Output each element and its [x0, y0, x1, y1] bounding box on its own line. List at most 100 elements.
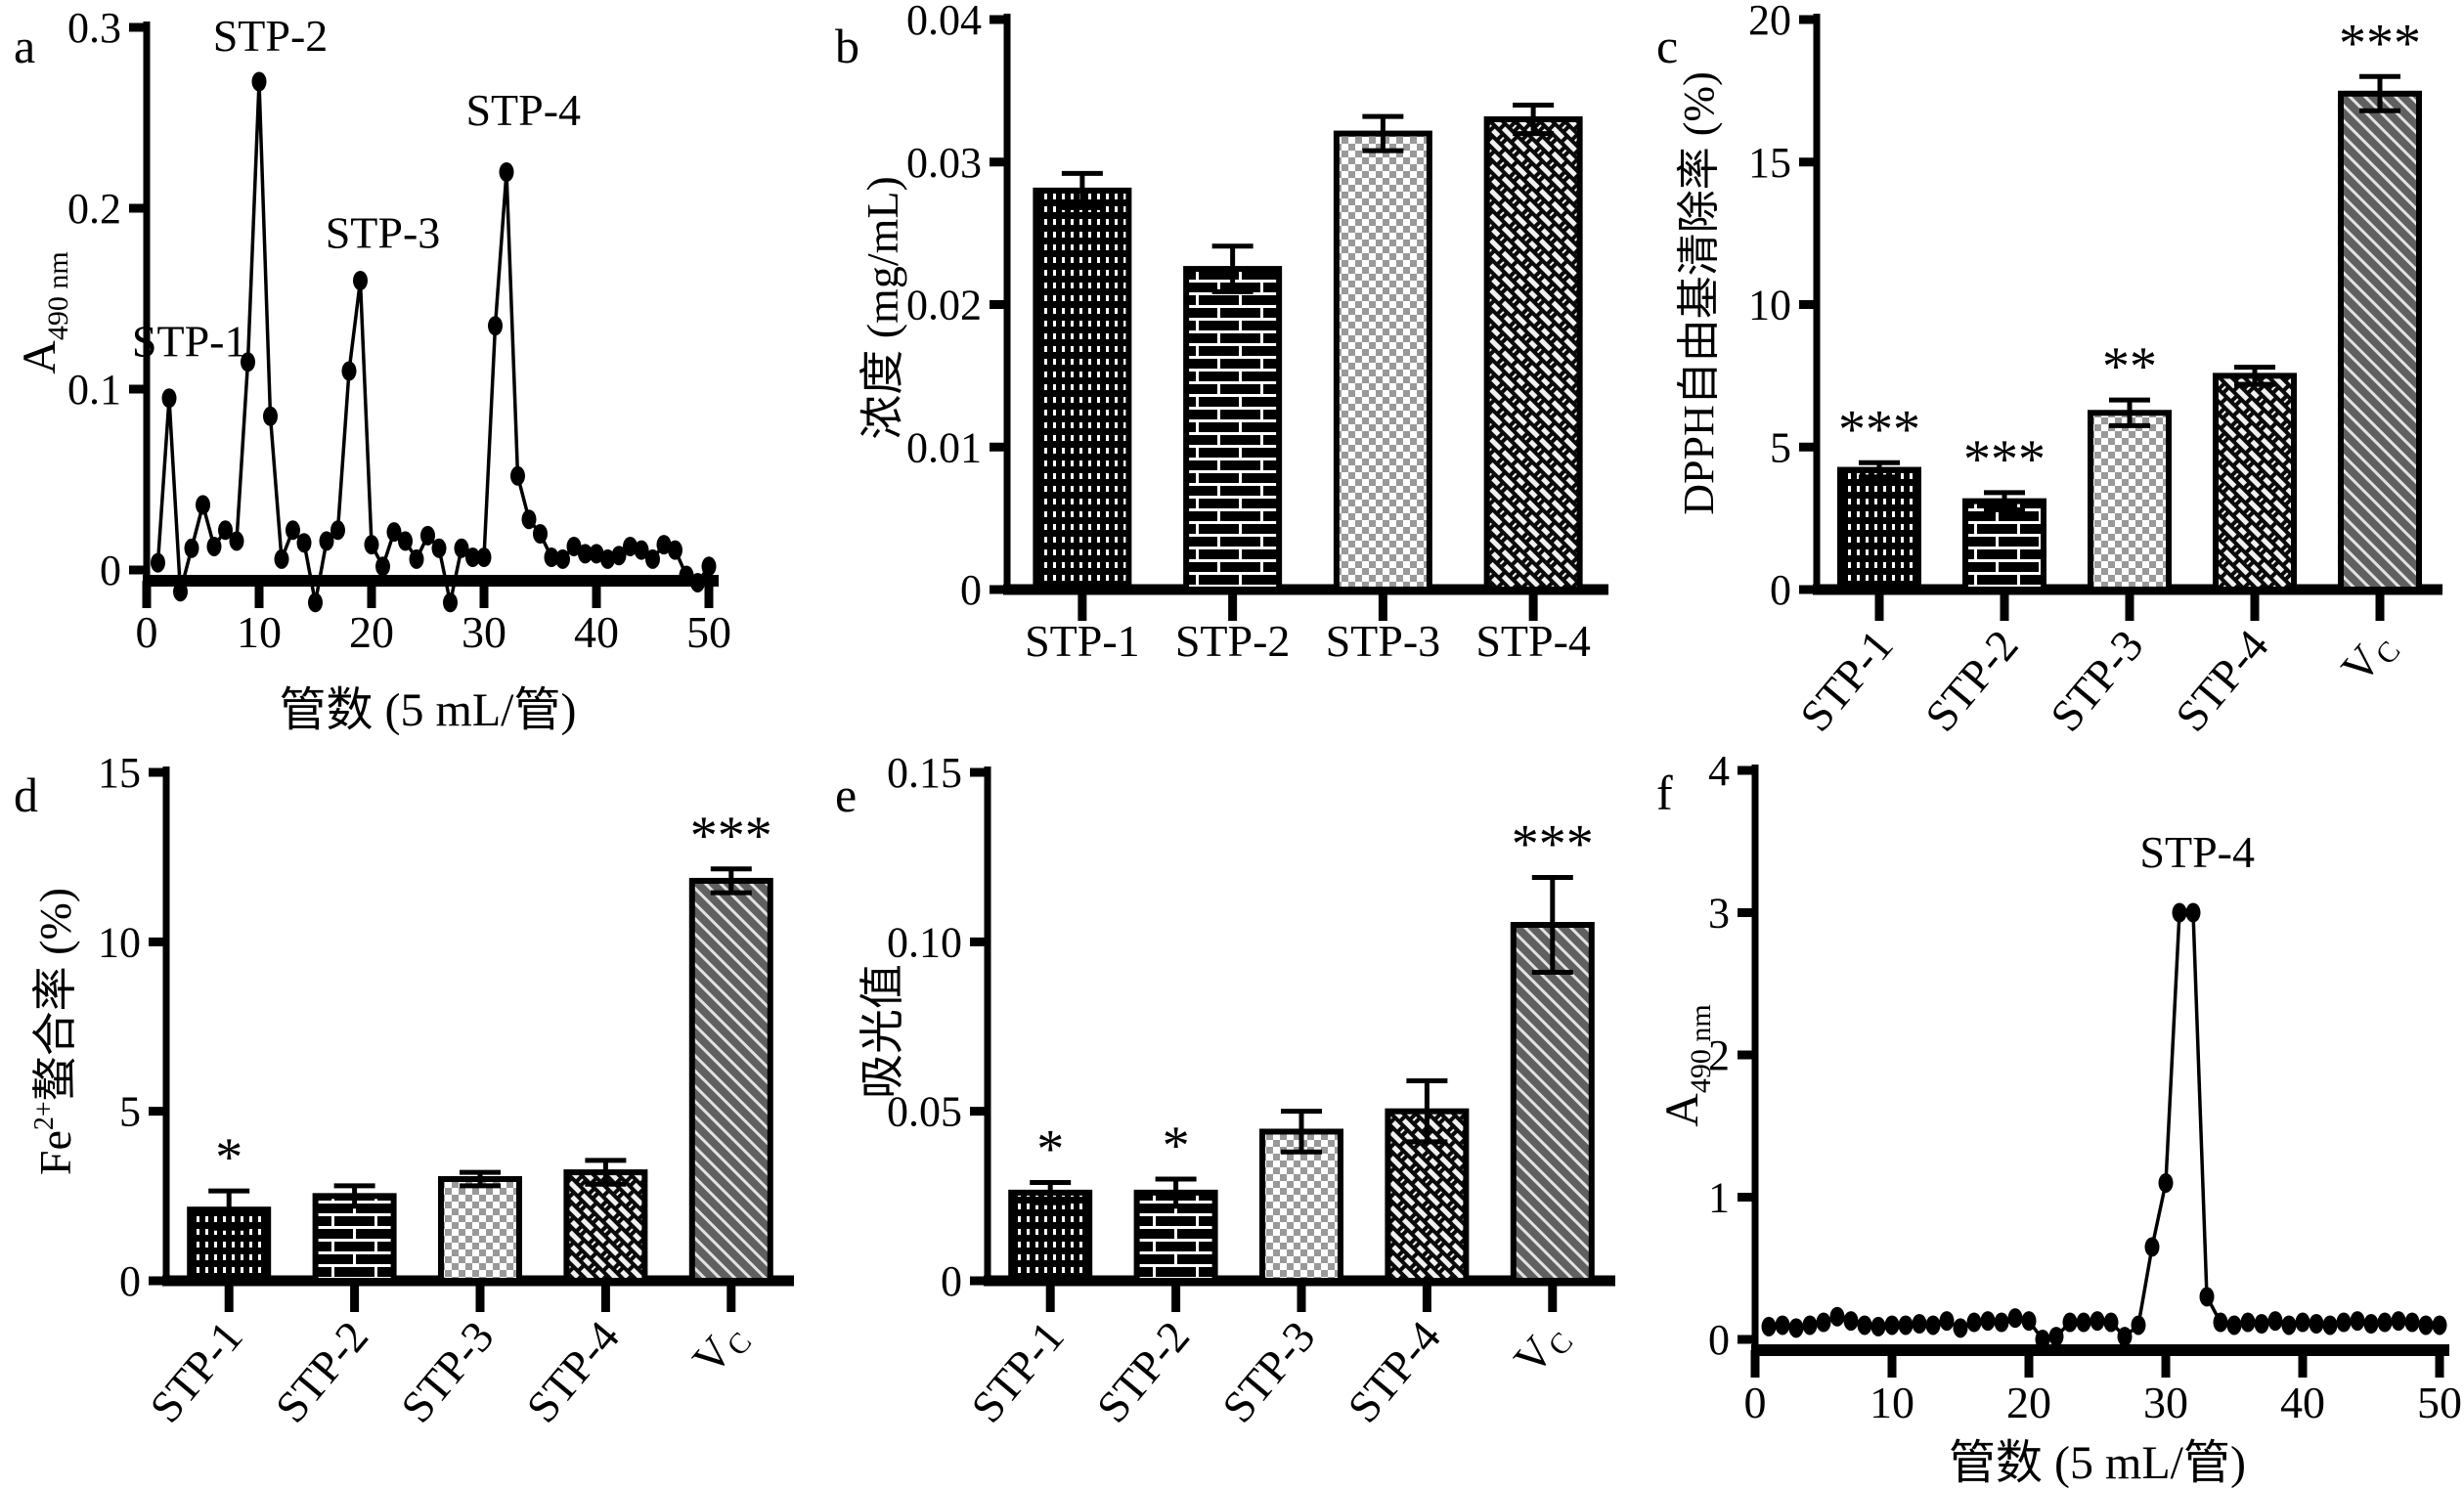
data-point — [701, 556, 717, 577]
data-point — [679, 565, 694, 586]
x-tick-label: 0 — [136, 607, 158, 657]
y-axis-title: 吸光值 — [858, 964, 907, 1099]
panel-tag-b: b — [835, 19, 859, 73]
data-point — [2254, 1313, 2269, 1334]
data-point — [286, 520, 300, 541]
data-point — [2240, 1312, 2256, 1333]
y-tick-label: 0.02 — [906, 282, 982, 329]
bar-STP-4 — [2213, 372, 2297, 592]
svg-text:A490 nm: A490 nm — [14, 251, 74, 374]
data-point — [386, 522, 402, 543]
data-point — [2350, 1311, 2365, 1332]
data-point — [431, 538, 447, 558]
x-axis-title: 管数 (5 mL/管) — [280, 684, 577, 736]
data-point — [161, 388, 177, 409]
panel-d: 0 5 10 15 * STP-1 STP-2 STP-3 STP-4 *** VC Fe2+螯合率 … — [0, 743, 821, 1489]
bar-STP-2 — [312, 1193, 397, 1285]
data-point — [1953, 1318, 1968, 1338]
category-label: STP-1 — [1025, 616, 1140, 666]
data-point — [690, 572, 705, 592]
data-point — [274, 548, 289, 569]
y-axis-title: Fe2+螯合率 (%) — [29, 888, 80, 1175]
data-point — [206, 536, 222, 556]
peak-label-STP-1: STP-1 — [132, 317, 247, 367]
y-tick-label: 0.04 — [906, 0, 982, 44]
data-point — [151, 552, 165, 573]
significance-stars: *** — [690, 806, 772, 866]
x-tick-label: 30 — [462, 607, 506, 657]
data-point — [544, 547, 559, 568]
category-label: STP-1 — [1790, 621, 1903, 741]
data-point — [2281, 1315, 2297, 1336]
peak-label-STP-4: STP-4 — [465, 85, 581, 135]
data-point — [319, 531, 334, 551]
data-point — [2062, 1312, 2078, 1333]
y-axis-title: A490 nm — [1656, 1004, 1717, 1127]
y-tick-label: 0 — [1708, 1316, 1730, 1364]
y-tick-label: 0.1 — [67, 366, 121, 414]
panel-f: 0 1 2 3 4 0 10 20 30 40 50 管数 (5 mL/管) STP-4 A490 nm f — [1643, 743, 2464, 1489]
x-tick-label: 0 — [1744, 1378, 1767, 1427]
data-point — [263, 406, 278, 426]
y-tick-label: 0 — [941, 1257, 962, 1305]
x-tick-label: 10 — [1870, 1378, 1914, 1427]
data-point — [1775, 1315, 1790, 1336]
bar-STP-2 — [1183, 266, 1283, 592]
svg-text:VC: VC — [682, 1312, 758, 1387]
y-tick-label: 10 — [98, 918, 141, 966]
y-tick-label: 4 — [1708, 747, 1730, 795]
category-label: STP-4 — [2166, 621, 2278, 741]
y-tick-label: 0 — [1770, 566, 1791, 614]
data-point — [2226, 1315, 2242, 1336]
significance-stars: ** — [2102, 336, 2157, 397]
data-point — [656, 535, 672, 555]
data-point — [2076, 1312, 2091, 1333]
data-point — [2267, 1311, 2283, 1332]
bar-STP-1 — [1033, 187, 1132, 592]
data-point — [341, 361, 357, 381]
bar-STP-3 — [438, 1176, 522, 1284]
x-tick-label: 20 — [349, 607, 394, 657]
svg-text:吸光值: 吸光值 — [858, 964, 907, 1099]
data-point — [251, 71, 267, 92]
category-label: VC — [1504, 1312, 1579, 1387]
svg-text:VC: VC — [2331, 621, 2406, 696]
y-tick-label: 0.2 — [67, 185, 121, 233]
data-point — [1898, 1315, 1914, 1336]
category-label: STP-2 — [266, 1312, 378, 1432]
bar-VC — [688, 877, 773, 1285]
data-point — [510, 465, 525, 486]
data-point — [296, 533, 312, 553]
significance-stars: *** — [2339, 13, 2421, 73]
data-point — [589, 544, 604, 564]
svg-text:STP-4: STP-4 — [516, 1312, 629, 1432]
bar-STP-3 — [2088, 410, 2172, 592]
svg-text:STP-2: STP-2 — [1915, 621, 2028, 741]
y-tick-label: 0.3 — [67, 4, 121, 52]
data-point — [1912, 1313, 1927, 1334]
data-point — [1802, 1315, 1818, 1336]
y-axis-title: 浓度 (mg/mL) — [858, 176, 907, 440]
category-label: STP-2 — [1175, 616, 1291, 666]
data-point — [1829, 1306, 1845, 1327]
data-point — [173, 582, 188, 602]
data-point — [1994, 1312, 2009, 1333]
svg-text:A490 nm: A490 nm — [1656, 1004, 1717, 1127]
data-point — [229, 531, 244, 551]
category-label: STP-3 — [1326, 616, 1441, 666]
panel-tag-f: f — [1656, 766, 1673, 820]
data-point — [2144, 1237, 2160, 1257]
panel-c: 0 5 10 15 20 *** STP-1 *** STP-2 ** STP-3 STP-4 *** V… — [1643, 0, 2464, 743]
panel-d-chart: 0 5 10 15 * STP-1 STP-2 STP-3 STP-4 *** VC Fe2+螯合率 … — [14, 749, 794, 1432]
data-point — [420, 525, 435, 546]
data-point — [2131, 1315, 2146, 1336]
x-tick-label: 50 — [686, 607, 731, 657]
bar-STP-2 — [1962, 498, 2046, 593]
data-point — [634, 540, 649, 560]
data-point — [2213, 1312, 2228, 1333]
x-tick-label: 30 — [2143, 1378, 2188, 1427]
peak-label-STP-4: STP-4 — [2139, 827, 2255, 877]
panel-tag-e: e — [835, 767, 857, 822]
svg-text:VC: VC — [1504, 1312, 1579, 1387]
